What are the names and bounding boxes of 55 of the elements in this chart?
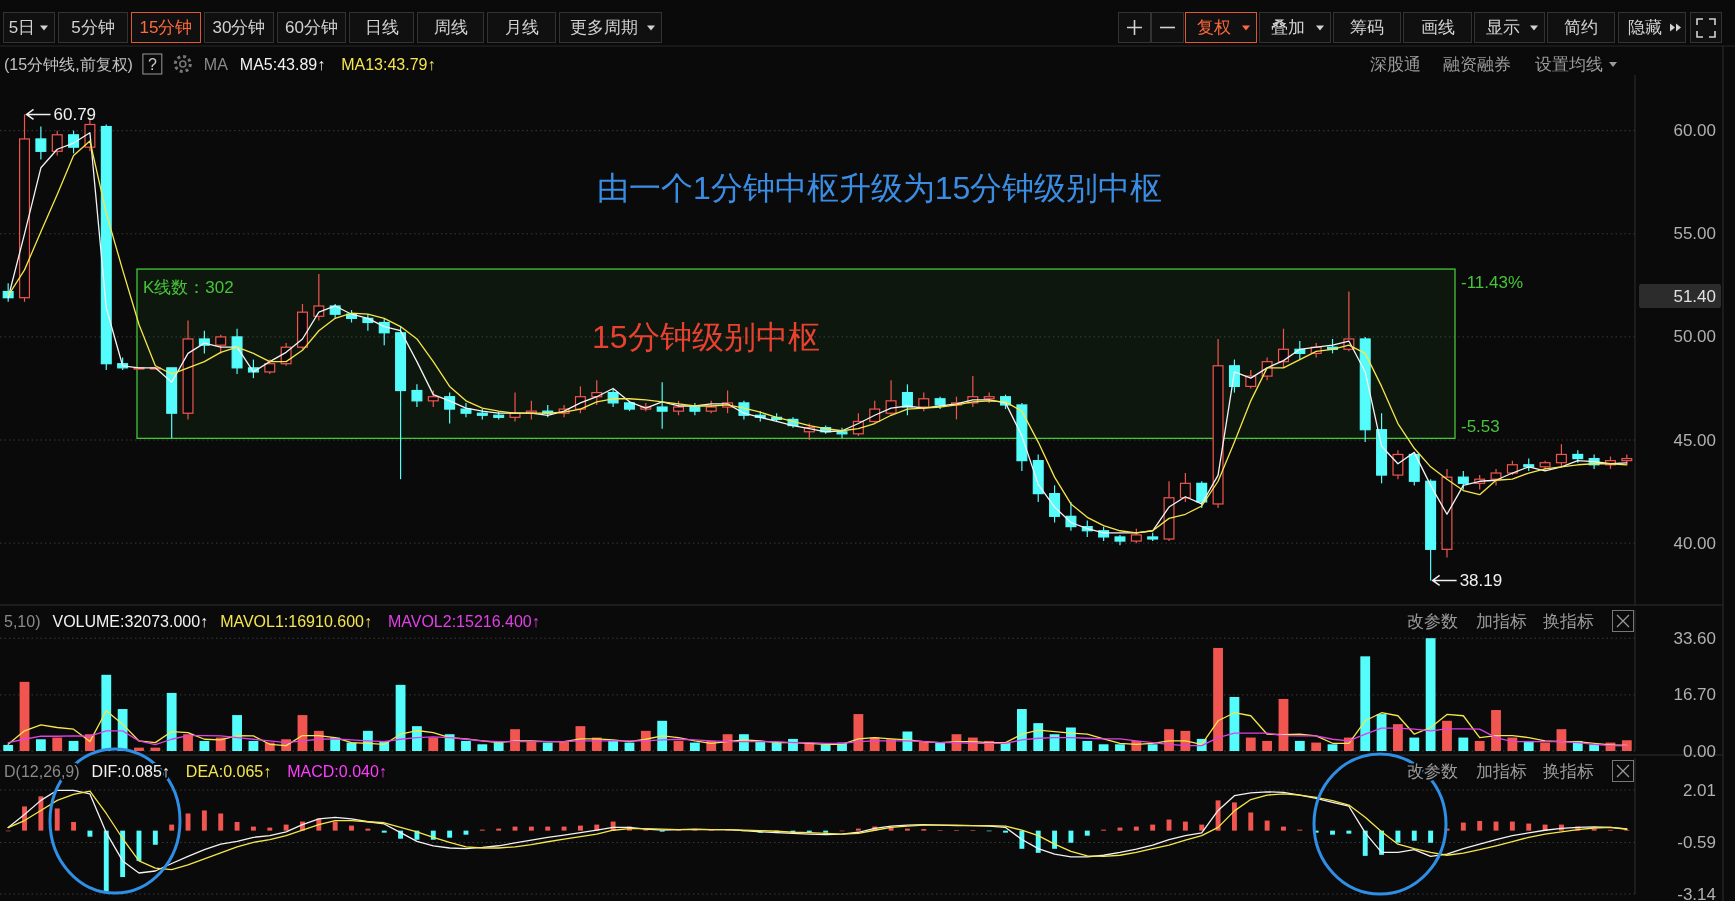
y-tick-label: 60.00 xyxy=(1673,121,1716,141)
text: DEA:0.065↑ xyxy=(185,762,272,780)
text: 简约 xyxy=(1564,18,1598,37)
annotation: 38.19 xyxy=(1459,570,1503,590)
annotation: 由一个1分钟中枢升级为15分钟级别中枢 xyxy=(597,170,1163,206)
annotation: 换指标 xyxy=(1543,761,1594,781)
text: 日线 xyxy=(364,18,399,37)
y-tick-label: 2.01 xyxy=(1682,780,1716,800)
y-tick-label: 50.00 xyxy=(1673,327,1716,347)
text: 深股通 xyxy=(1370,54,1421,74)
text: 15分钟 xyxy=(139,18,193,37)
annotation: MACD:0.040↑ xyxy=(287,762,387,780)
y-tick-label: 55.00 xyxy=(1673,224,1716,244)
text: 复权 xyxy=(1197,18,1231,37)
text: ? xyxy=(147,55,157,73)
text: 月线 xyxy=(504,18,539,37)
text: 更多周期 xyxy=(569,18,638,37)
annotation: 15分钟级别中枢 xyxy=(592,319,820,355)
text: MA xyxy=(203,55,229,73)
annotation: 加指标 xyxy=(1476,611,1527,631)
y-tick-label: -0.59 xyxy=(1677,833,1716,853)
text: MAVOL1:16910.600↑ xyxy=(220,612,372,630)
text: 隐藏 xyxy=(1628,18,1662,37)
annotation: 60.79 xyxy=(53,104,97,124)
text: 融资融券 xyxy=(1443,54,1511,74)
text: 显示 xyxy=(1485,18,1520,37)
y-tick-label: 45.00 xyxy=(1673,430,1716,450)
text: 设置均线 xyxy=(1535,54,1603,74)
y-tick-label: -3.14 xyxy=(1677,884,1716,901)
annotation: -5.53 xyxy=(1461,416,1500,436)
band-label: K线数：302 xyxy=(143,277,234,297)
annotation: 加指标 xyxy=(1476,761,1527,781)
text: 5日 xyxy=(8,18,36,37)
annotation: 换指标 xyxy=(1543,611,1594,631)
text: 60分钟 xyxy=(285,18,338,37)
text: 51.40 xyxy=(1673,286,1716,306)
annotation: VOLUME:32073.000↑ xyxy=(52,612,209,630)
text: MAVOL2:15216.400↑ xyxy=(387,612,540,630)
text: 30分钟 xyxy=(212,18,266,37)
annotation: 改参数 xyxy=(1407,761,1458,781)
y-tick-label: 0.00 xyxy=(1682,741,1716,761)
text: 周线 xyxy=(433,18,468,37)
y-tick-label: 33.60 xyxy=(1673,628,1716,648)
y-tick-label: 40.00 xyxy=(1673,533,1716,553)
text: MA5:43.89↑ xyxy=(239,55,326,73)
annotation: 改参数 xyxy=(1407,611,1458,631)
y-tick-label: 16.70 xyxy=(1673,685,1716,705)
text: 画线 xyxy=(1420,18,1455,37)
text: 筹码 xyxy=(1350,18,1384,37)
text: MA13:43.79↑ xyxy=(341,55,436,73)
annotation: -11.43% xyxy=(1461,272,1524,292)
chart-title: (15分钟线,前复权) xyxy=(4,55,133,73)
text: 5分钟 xyxy=(71,18,115,37)
annotation: 5,10) xyxy=(4,612,41,630)
text: 叠加 xyxy=(1271,18,1305,37)
